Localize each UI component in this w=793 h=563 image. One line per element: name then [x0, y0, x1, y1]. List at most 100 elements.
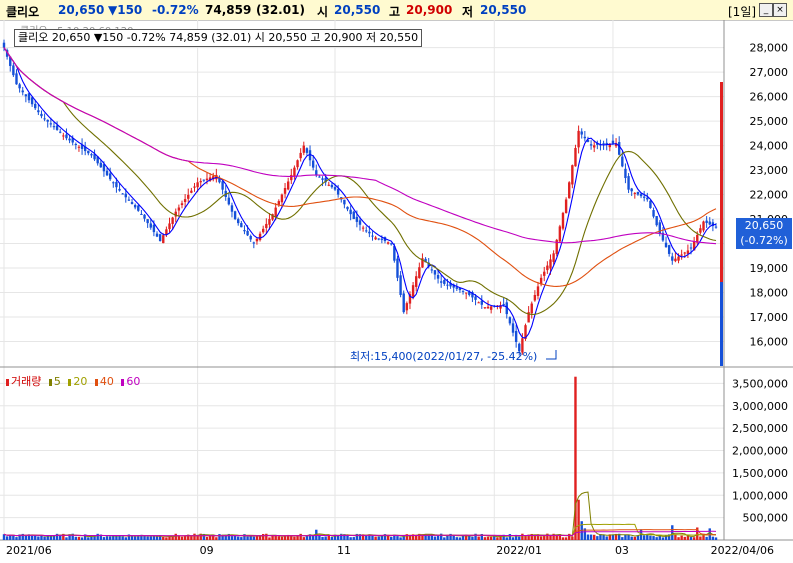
volume-bar — [318, 535, 321, 540]
candle-body — [355, 216, 359, 222]
volume-bar — [614, 533, 618, 540]
candle-body — [374, 237, 377, 240]
volume-bar — [293, 536, 296, 540]
volume-bar — [305, 535, 309, 540]
volume-bar — [602, 534, 605, 540]
candle-body — [162, 235, 165, 244]
candle-body — [518, 343, 521, 352]
volume-bar — [283, 535, 287, 540]
candle-body — [80, 144, 84, 149]
candle-body — [177, 207, 181, 211]
volume-bar — [621, 537, 624, 540]
volume-bar — [115, 535, 118, 540]
volume-bar — [617, 533, 621, 540]
volume-legend: 거래량 5 20 40 60 — [6, 373, 140, 389]
volume-bar — [377, 536, 380, 540]
volume-bar — [677, 537, 680, 540]
candle-body — [427, 262, 430, 267]
candle-body — [586, 139, 590, 142]
volume-bar — [593, 534, 596, 540]
candle-body — [315, 170, 318, 175]
candle-body — [521, 338, 524, 353]
candle-body — [702, 221, 705, 231]
candle-body — [368, 231, 371, 234]
volume-bar — [183, 535, 187, 540]
volume-bar — [667, 534, 671, 540]
stock-name[interactable]: 클리오 — [6, 5, 40, 19]
volume-bar — [140, 534, 143, 540]
volume-bar — [408, 535, 412, 540]
candle-body — [671, 256, 674, 261]
candle-body — [667, 245, 671, 254]
volume-bar — [568, 533, 571, 540]
volume-bar — [689, 537, 693, 540]
volume-tick-label: 1,500,000 — [732, 467, 788, 480]
candle-body — [365, 230, 368, 232]
candle-body — [158, 234, 162, 242]
volume-bar — [365, 535, 368, 540]
candle-body — [593, 145, 596, 148]
candle-body — [171, 217, 174, 224]
candle-body — [583, 136, 587, 139]
volume-bar — [152, 536, 156, 540]
volume-bar — [427, 534, 430, 540]
volume-bar — [177, 535, 181, 540]
volume-bar — [564, 537, 568, 540]
candle-body — [527, 312, 530, 323]
candle-body — [452, 284, 455, 288]
candle-body — [130, 202, 134, 205]
stock-chart[interactable]: 16,00017,00018,00019,00020,00021,00022,0… — [0, 20, 793, 563]
volume-bar — [702, 533, 705, 540]
candle-body — [149, 223, 152, 228]
candle-body — [589, 144, 593, 146]
price-tick-label: 28,000 — [750, 42, 789, 55]
candle-body — [464, 292, 468, 294]
volume-bar — [302, 537, 305, 540]
close-icon[interactable]: × — [773, 3, 787, 17]
volume-bar — [518, 536, 521, 540]
volume-bar — [424, 534, 427, 540]
low-marker-arrow — [546, 350, 557, 360]
candle-body — [561, 212, 565, 229]
period-selector[interactable]: [1일] — [728, 5, 757, 19]
volume-bar — [336, 535, 340, 540]
candle-body — [649, 200, 652, 209]
volume-bar — [439, 533, 443, 540]
volume-bar — [243, 534, 246, 540]
volume-bar — [393, 534, 396, 540]
volume-bar — [155, 536, 159, 540]
volume-bar — [261, 533, 265, 540]
candle-body — [558, 226, 562, 242]
volume-bar — [265, 533, 268, 540]
candle-body — [52, 126, 56, 128]
high-price: 20,900 — [406, 3, 453, 17]
volume-bar — [208, 534, 212, 540]
minimize-icon[interactable]: _ — [759, 3, 773, 17]
candle-body — [43, 118, 46, 120]
volume-bar — [546, 533, 549, 540]
volume-bar — [555, 535, 558, 540]
volume-bar — [499, 536, 502, 540]
volume-bar — [624, 534, 627, 540]
low-price-annotation: 최저:15,400(2022/01/27, -25.42%) — [350, 350, 538, 363]
candle-body — [352, 211, 355, 220]
candle-body — [286, 181, 290, 190]
candle-body — [27, 93, 31, 101]
volume-bar — [705, 536, 708, 540]
volume-bar — [43, 536, 46, 540]
candle-body — [105, 170, 109, 176]
candle-body — [477, 302, 480, 304]
volume-ma5-swatch — [48, 378, 52, 386]
volume-bar — [461, 535, 465, 540]
volume-bar — [311, 535, 315, 540]
volume-bar — [493, 535, 496, 540]
candle-body — [311, 160, 315, 168]
candle-body — [664, 242, 668, 248]
volume-bar — [327, 534, 330, 540]
volume-bar — [246, 536, 249, 540]
volume-bar — [633, 536, 637, 540]
candle-body — [143, 214, 146, 219]
price-tick-label: 25,000 — [750, 115, 789, 128]
candle-body — [290, 174, 293, 181]
volume-bar — [221, 534, 224, 540]
